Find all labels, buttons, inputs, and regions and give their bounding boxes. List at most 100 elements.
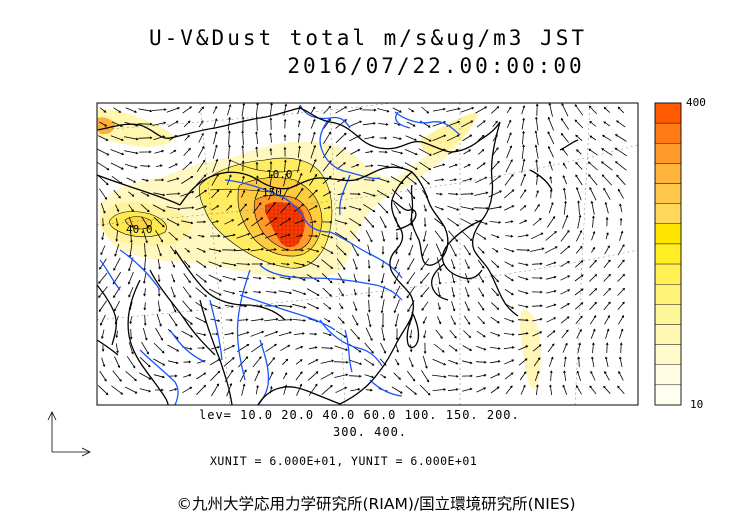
wind-vector: [617, 188, 624, 199]
wind-vector: [448, 230, 458, 242]
wind-vector: [506, 119, 512, 128]
wind-vector: [335, 219, 348, 225]
wind-vector: [618, 315, 624, 325]
wind-vector: [462, 387, 473, 392]
wind-vector: [351, 314, 359, 326]
wind-vector: [419, 120, 431, 128]
wind-vector: [236, 262, 251, 266]
wind-vector: [222, 233, 236, 238]
wind-vector: [237, 218, 249, 226]
wind-vector: [308, 173, 318, 186]
wind-vector: [520, 384, 526, 395]
wind-vector: [241, 116, 245, 132]
wind-vector: [504, 274, 514, 282]
wind-vector: [521, 158, 526, 173]
wind-vector: [546, 275, 557, 280]
wind-vector: [404, 149, 418, 156]
wind-vector: [516, 248, 531, 252]
vector-units: XUNIT = 6.000E+01, YUNIT = 6.000E+01: [210, 454, 478, 468]
wind-vector: [362, 122, 376, 126]
wind-vector: [545, 231, 557, 241]
wind-vector: [393, 285, 401, 299]
wind-vector: [546, 261, 557, 266]
wind-vector: [143, 314, 147, 326]
wind-vector: [406, 370, 416, 382]
wind-vector: [518, 345, 529, 351]
wind-vector: [114, 243, 120, 257]
wind-vector: [546, 215, 556, 228]
wind-vector: [171, 260, 175, 268]
wind-vector: [335, 244, 347, 256]
wind-vector: [195, 189, 208, 199]
wind-vector: [113, 107, 122, 113]
wind-vector: [124, 136, 139, 141]
wind-vector: [531, 290, 543, 294]
wind-vector: [534, 370, 540, 381]
contour-levels-line2: 300. 400.: [333, 425, 408, 439]
wind-vector: [603, 287, 612, 296]
wind-vector: [157, 259, 161, 270]
wind-vector: [437, 316, 442, 325]
wind-vector: [381, 230, 386, 242]
wind-vector: [295, 371, 303, 381]
wind-vector: [224, 219, 235, 225]
wind-vector: [576, 328, 582, 339]
wind-vector: [589, 274, 598, 282]
wind-vector: [504, 261, 515, 267]
wind-vector: [308, 189, 318, 199]
wind-vector: [195, 260, 207, 268]
wind-vector: [251, 262, 264, 266]
wind-vector: [546, 289, 557, 294]
wind-vector: [308, 205, 318, 211]
wind-vector: [265, 290, 277, 294]
wind-vector: [560, 132, 569, 143]
wind-vector: [269, 148, 273, 156]
wind-vector: [379, 216, 387, 229]
wind-vector: [143, 302, 147, 311]
wind-vector: [562, 342, 568, 353]
wind-vector: [531, 276, 543, 280]
wind-vector: [604, 356, 609, 367]
wind-vector: [334, 373, 349, 378]
wind-vector: [97, 148, 110, 156]
wind-vector: [141, 191, 150, 197]
wind-vector: [577, 342, 582, 353]
wind-vector: [434, 206, 444, 211]
wind-vector: [532, 331, 543, 337]
wind-vector: [433, 163, 446, 168]
wind-vector: [535, 174, 539, 185]
wind-vector: [367, 259, 371, 269]
map-title: U-V&Dust total m/s&ug/m3 JST: [148, 26, 587, 50]
wind-vector: [560, 289, 571, 295]
wind-vector: [506, 145, 513, 159]
wind-vector: [115, 343, 119, 354]
wind-vector: [533, 357, 541, 367]
wind-vector: [562, 384, 568, 395]
wind-vector: [423, 204, 427, 212]
wind-vector: [115, 218, 119, 227]
wind-vector: [560, 275, 571, 281]
wind-vector: [617, 385, 625, 395]
wind-vector: [350, 388, 361, 392]
wind-vector: [126, 177, 137, 183]
wind-vector: [350, 328, 360, 340]
wind-vector: [155, 229, 163, 243]
wind-vector: [432, 374, 447, 379]
wind-vector: [307, 303, 320, 310]
wind-vector: [377, 108, 390, 113]
wind-vector: [506, 132, 512, 144]
wind-vector: [222, 248, 237, 252]
wind-vector: [575, 245, 583, 254]
wind-vector: [394, 358, 400, 366]
wind-vector: [278, 290, 293, 295]
wind-vector: [420, 369, 430, 383]
wind-vector: [432, 388, 447, 391]
wind-vector: [294, 219, 304, 225]
wind-vector: [418, 148, 432, 156]
wind-vector: [563, 162, 567, 169]
wind-vector: [333, 360, 349, 364]
wind-vector: [182, 286, 192, 298]
wind-vector: [451, 259, 456, 270]
contour-label-150: 150: [262, 186, 282, 199]
wind-vector: [518, 304, 529, 309]
